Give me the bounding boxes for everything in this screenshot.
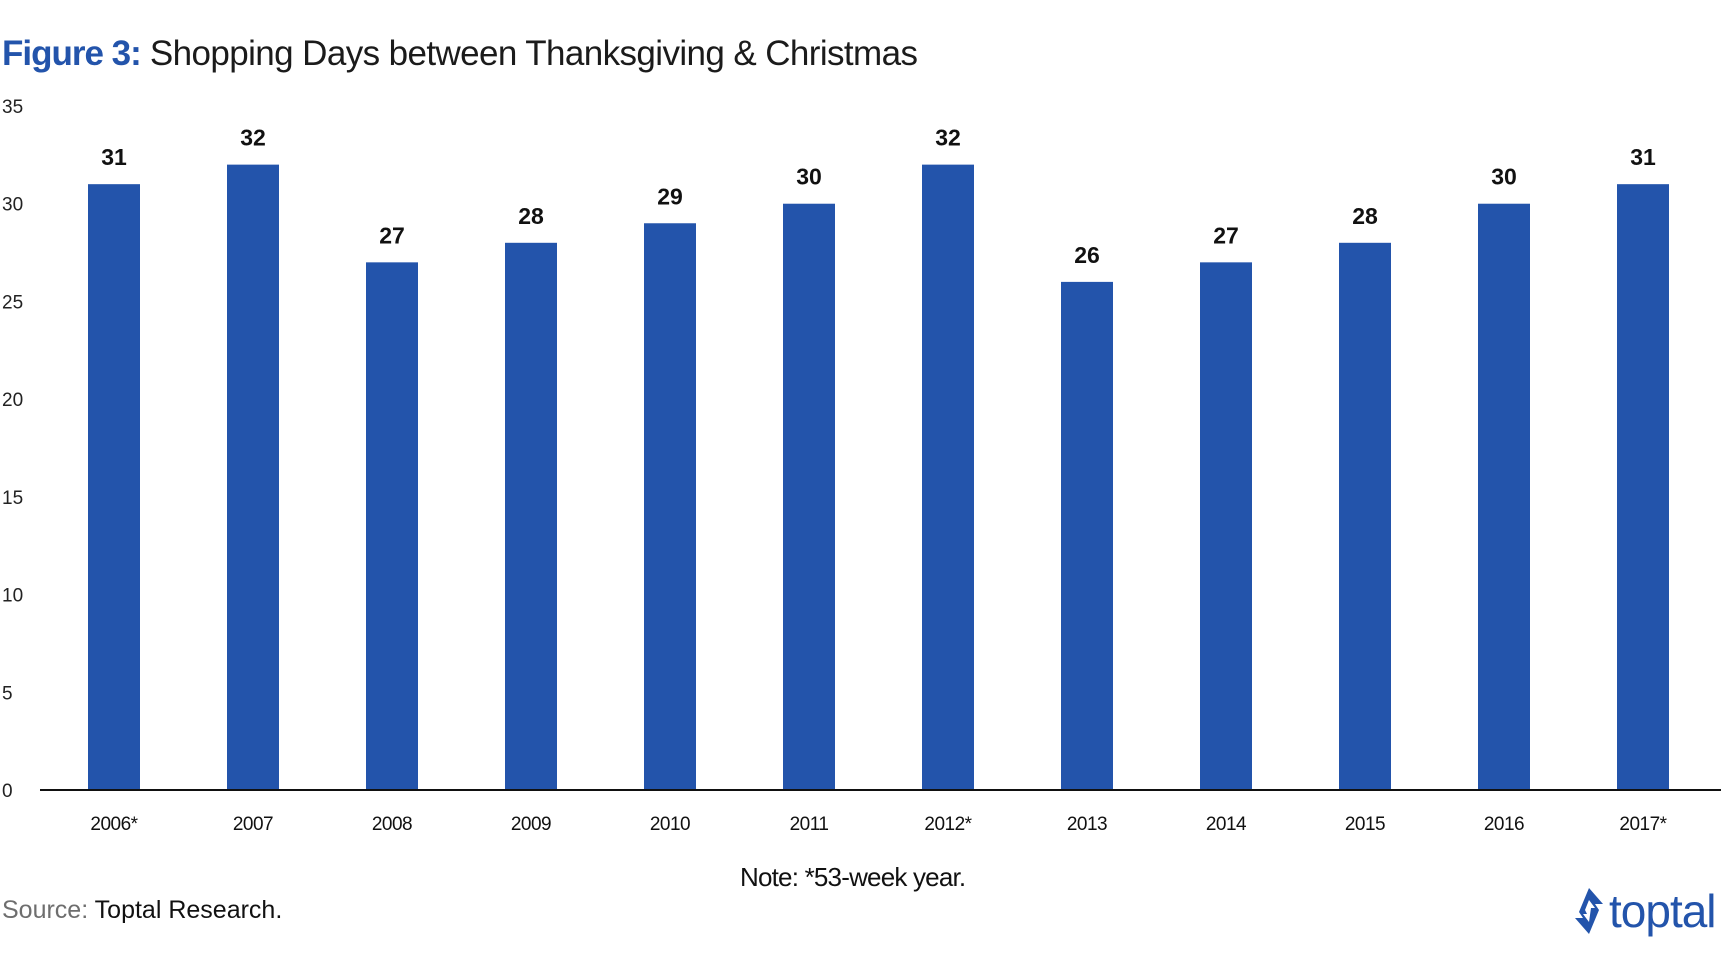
x-tick-label: 2010	[650, 814, 690, 835]
x-tick-label: 2007	[233, 814, 273, 835]
bar-value-label: 27	[379, 222, 405, 248]
x-tick-label: 2012*	[924, 814, 972, 835]
bar	[505, 242, 557, 791]
bar	[1061, 281, 1113, 790]
chart-note: Note: *53-week year.	[740, 862, 966, 892]
bar-value-label: 29	[657, 183, 683, 209]
y-tick-label: 25	[2, 292, 23, 313]
figure-number: Figure 3:	[2, 34, 142, 73]
source-credit: Source: Toptal Research.	[2, 896, 282, 925]
x-tick-label: 2017*	[1619, 814, 1667, 835]
x-tick-label: 2009	[511, 814, 551, 835]
bar-value-label: 31	[101, 144, 127, 170]
bar	[88, 184, 140, 790]
bar-value-label: 31	[1630, 144, 1656, 170]
bar-value-label: 30	[1491, 164, 1517, 190]
bar	[1478, 203, 1530, 790]
toptal-logo-icon	[1575, 888, 1603, 934]
y-tick-label: 20	[2, 390, 23, 411]
logo-wordmark: toptal	[1609, 885, 1717, 937]
y-tick-label: 30	[2, 195, 23, 216]
x-tick-label: 2006*	[90, 814, 138, 835]
bar	[1339, 242, 1391, 791]
bar-value-label: 28	[1352, 203, 1378, 229]
x-tick-label: 2016	[1484, 814, 1524, 835]
bar	[783, 203, 835, 790]
y-axis: 0 5 10 15 20 25 30 35	[2, 97, 23, 802]
bar-value-label: 27	[1213, 222, 1239, 248]
bar	[644, 223, 696, 790]
bar-value-label: 30	[796, 164, 822, 190]
y-tick-label: 35	[2, 97, 23, 118]
data-labels: 31 32 27 28 29 30 32 26 27 28 30 31	[101, 125, 1656, 268]
x-axis: 2006* 2007 2008 2009 2010 2011 2012* 2013 2014 20…	[40, 789, 1721, 835]
bar	[922, 164, 974, 791]
y-tick-label: 5	[2, 683, 13, 704]
x-tick-label: 2011	[790, 814, 829, 835]
bar-value-label: 32	[240, 125, 266, 151]
y-tick-label: 0	[2, 781, 13, 802]
toptal-logo: toptal	[1573, 884, 1717, 938]
y-tick-label: 10	[2, 586, 23, 607]
bars	[88, 164, 1669, 791]
x-tick-label: 2015	[1345, 814, 1385, 835]
bar-value-label: 28	[518, 203, 544, 229]
figure-title-text: Shopping Days between Thanksgiving & Chr…	[149, 34, 918, 73]
chart-title: Figure 3: Shopping Days between Thanksgi…	[2, 34, 918, 74]
x-tick-label: 2014	[1206, 814, 1247, 835]
bar	[366, 262, 418, 790]
x-tick-label: 2008	[372, 814, 412, 835]
source-label: Source:	[2, 896, 89, 924]
bar	[227, 164, 279, 791]
source-text: Toptal Research.	[94, 896, 283, 924]
x-tick-label: 2013	[1067, 814, 1107, 835]
bar	[1617, 184, 1669, 790]
bar-value-label: 32	[935, 125, 961, 151]
y-tick-label: 15	[2, 488, 23, 509]
bar-value-label: 26	[1074, 242, 1100, 268]
bar	[1200, 262, 1252, 790]
